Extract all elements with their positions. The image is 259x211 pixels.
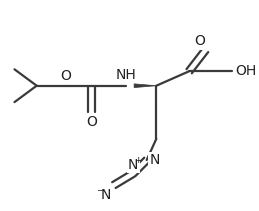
Text: N: N — [128, 158, 138, 172]
Text: NH: NH — [116, 68, 137, 82]
Text: N: N — [101, 188, 111, 202]
Text: N: N — [149, 153, 160, 167]
Text: OH: OH — [235, 64, 257, 78]
Text: −: − — [96, 185, 103, 195]
Text: O: O — [60, 69, 71, 83]
Polygon shape — [134, 84, 156, 88]
Text: O: O — [194, 34, 205, 48]
Text: O: O — [86, 115, 97, 129]
Text: +: + — [134, 157, 142, 165]
